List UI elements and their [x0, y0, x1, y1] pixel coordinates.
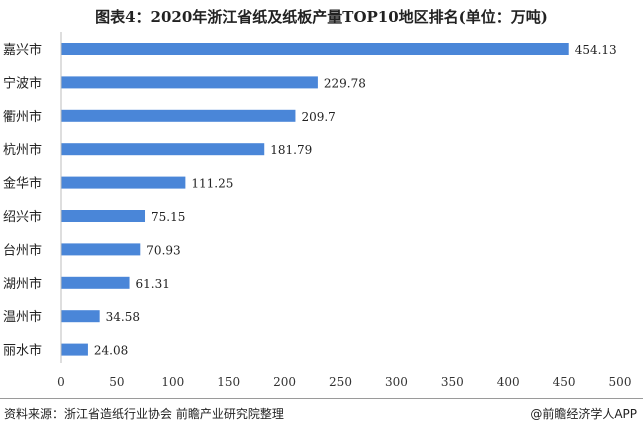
- category-label: 金华市: [3, 176, 42, 192]
- category-label: 台州市: [3, 242, 42, 258]
- data-label: 70.93: [146, 243, 180, 257]
- bar-2: [61, 76, 318, 89]
- category-label: 嘉兴市: [3, 42, 42, 58]
- x-tick-label: 50: [109, 375, 124, 389]
- bar-7: [61, 243, 141, 256]
- source-note: 资料来源：浙江省造纸行业协会 前瞻产业研究院整理: [4, 407, 284, 421]
- bar-8: [61, 276, 130, 289]
- footer: 资料来源：浙江省造纸行业协会 前瞻产业研究院整理 @前瞻经济学人APP: [0, 398, 643, 426]
- bar-9: [61, 310, 100, 323]
- data-label: 454.13: [575, 43, 617, 57]
- chart-title: 图表4：2020年浙江省纸及纸板产量TOP10地区排名(单位：万吨): [95, 8, 548, 26]
- bar-10: [61, 343, 88, 356]
- data-label: 61.31: [136, 277, 170, 291]
- category-label: 宁波市: [3, 75, 42, 91]
- data-label: 75.15: [151, 210, 185, 224]
- category-label: 温州市: [3, 309, 42, 325]
- category-label: 湖州市: [3, 276, 42, 292]
- bar-4: [61, 143, 265, 156]
- bar-3: [61, 109, 296, 122]
- category-label: 衢州市: [3, 109, 42, 125]
- category-label: 丽水市: [3, 343, 42, 359]
- data-label: 24.08: [94, 344, 128, 358]
- x-tick-label: 250: [329, 375, 352, 389]
- data-label: 111.25: [191, 177, 233, 191]
- brand-credit: @前瞻经济学人APP: [530, 407, 637, 421]
- x-tick-label: 0: [57, 375, 65, 389]
- x-tick-label: 100: [161, 375, 184, 389]
- bar-5: [61, 176, 186, 189]
- x-tick-label: 450: [553, 375, 576, 389]
- x-tick-label: 500: [609, 375, 632, 389]
- data-label: 209.7: [301, 110, 335, 124]
- data-label: 181.79: [270, 143, 312, 157]
- data-label: 229.78: [324, 76, 366, 90]
- x-axis: 0 50 100 150 200 250 300 350 400 450 500: [57, 32, 631, 389]
- data-label: 34.58: [106, 310, 140, 324]
- bar-6: [61, 210, 146, 222]
- x-tick-label: 350: [441, 375, 464, 389]
- category-label: 绍兴市: [3, 209, 42, 225]
- category-label: 杭州市: [3, 142, 42, 158]
- bars-layer: [61, 43, 569, 356]
- x-tick-label: 200: [273, 375, 296, 389]
- x-tick-label: 150: [217, 375, 240, 389]
- x-tick-label: 400: [497, 375, 520, 389]
- x-tick-label: 300: [385, 375, 408, 389]
- bar-1: [61, 43, 569, 55]
- value-labels: 454.13 229.78 209.7 181.79 111.25 75.15 70.93 6…: [94, 43, 617, 358]
